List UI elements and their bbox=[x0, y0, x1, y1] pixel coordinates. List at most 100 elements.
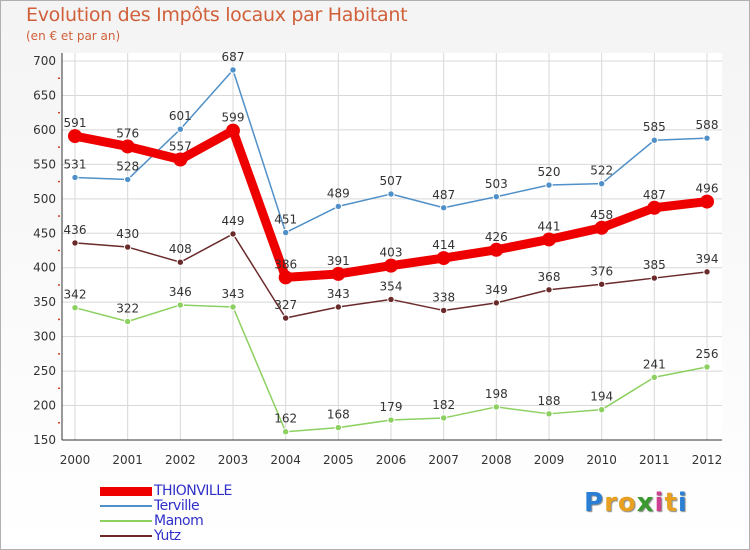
data-point-terville bbox=[597, 179, 606, 188]
legend-swatch bbox=[100, 520, 152, 522]
legend-item-terville: Terville bbox=[100, 498, 300, 514]
data-label-thionville: 599 bbox=[222, 111, 245, 125]
data-label-manom: 162 bbox=[274, 412, 297, 426]
data-label-terville: 531 bbox=[64, 157, 87, 171]
data-point-terville bbox=[439, 204, 448, 212]
y-tick-label: 350 bbox=[33, 295, 56, 309]
data-label-manom: 198 bbox=[485, 387, 508, 401]
data-label-terville: 487 bbox=[432, 188, 455, 202]
data-point-terville bbox=[229, 66, 237, 74]
data-point-yutz bbox=[229, 230, 237, 238]
data-label-terville: 585 bbox=[643, 120, 666, 134]
data-label-yutz: 327 bbox=[274, 298, 297, 312]
x-tick-label: 2008 bbox=[481, 453, 512, 467]
legend-item-thionville: THIONVILLE bbox=[100, 483, 300, 499]
data-label-terville: 687 bbox=[222, 50, 245, 64]
data-point-yutz bbox=[545, 286, 553, 294]
data-label-terville: 588 bbox=[696, 118, 719, 132]
legend-item-manom: Manom bbox=[100, 513, 300, 529]
data-point-manom bbox=[334, 423, 343, 432]
x-tick-label: 2001 bbox=[112, 453, 143, 467]
data-point-manom bbox=[703, 363, 711, 371]
data-point-terville bbox=[387, 190, 395, 198]
x-tick-label: 2000 bbox=[60, 453, 91, 467]
data-label-yutz: 338 bbox=[432, 290, 455, 304]
chart-subtitle: (en € et par an) bbox=[26, 29, 121, 43]
data-label-thionville: 576 bbox=[116, 126, 139, 140]
logo-letter: r bbox=[604, 488, 618, 518]
data-point-terville bbox=[176, 125, 185, 133]
x-tick-label: 2004 bbox=[270, 453, 301, 467]
data-point-yutz bbox=[650, 274, 659, 282]
line-chart: 150 200 250 300 350 400 450 500 550 600 650 700 2000… bbox=[33, 50, 722, 467]
data-point-thionville bbox=[700, 194, 714, 209]
logo-letter: o bbox=[617, 488, 637, 518]
logo-letter: i bbox=[677, 488, 688, 518]
data-point-thionville bbox=[68, 129, 82, 144]
data-point-yutz bbox=[597, 280, 606, 288]
data-label-yutz: 376 bbox=[590, 264, 613, 278]
data-label-terville: 489 bbox=[327, 186, 350, 200]
data-point-terville bbox=[123, 175, 132, 184]
data-label-yutz: 343 bbox=[327, 287, 350, 301]
data-label-manom: 346 bbox=[169, 285, 192, 299]
data-label-manom: 343 bbox=[222, 287, 245, 301]
data-label-thionville: 386 bbox=[274, 257, 297, 271]
data-label-yutz: 354 bbox=[380, 279, 403, 293]
data-label-yutz: 449 bbox=[222, 214, 245, 228]
legend-swatch bbox=[100, 486, 152, 496]
data-point-thionville bbox=[331, 266, 346, 281]
data-point-manom bbox=[123, 317, 132, 326]
y-tick-label: 450 bbox=[33, 226, 56, 240]
y-tick-label: 700 bbox=[33, 54, 56, 68]
plot-area bbox=[62, 53, 722, 440]
data-label-yutz: 385 bbox=[643, 258, 666, 272]
data-point-manom bbox=[281, 428, 290, 436]
data-point-thionville bbox=[120, 139, 135, 154]
data-label-manom: 182 bbox=[432, 398, 455, 412]
chart-title: Evolution des Impôts locaux par Habitant bbox=[26, 4, 408, 26]
data-point-thionville bbox=[436, 251, 451, 266]
data-label-thionville: 487 bbox=[643, 188, 666, 202]
data-point-manom bbox=[176, 301, 185, 309]
y-tick-label: 650 bbox=[33, 88, 56, 102]
data-label-thionville: 414 bbox=[432, 238, 455, 252]
data-point-yutz bbox=[439, 306, 448, 315]
data-point-thionville bbox=[647, 200, 662, 215]
legend-swatch bbox=[100, 535, 152, 537]
data-point-manom bbox=[597, 405, 606, 414]
y-tick-label: 600 bbox=[33, 123, 56, 137]
data-label-manom: 194 bbox=[590, 390, 613, 404]
data-label-yutz: 368 bbox=[538, 270, 561, 284]
x-tick-label: 2011 bbox=[639, 453, 670, 467]
data-point-yutz bbox=[387, 295, 395, 304]
data-label-terville: 503 bbox=[485, 177, 508, 191]
data-label-thionville: 391 bbox=[327, 254, 350, 268]
data-label-yutz: 436 bbox=[64, 223, 87, 237]
x-tick-label: 2006 bbox=[376, 453, 407, 467]
data-point-yutz bbox=[281, 314, 290, 322]
data-point-manom bbox=[229, 303, 237, 311]
data-point-manom bbox=[650, 373, 659, 381]
data-point-yutz bbox=[176, 258, 185, 266]
y-tick-label: 300 bbox=[33, 330, 56, 344]
data-label-manom: 256 bbox=[696, 347, 719, 361]
data-point-manom bbox=[71, 303, 79, 312]
x-tick-label: 2010 bbox=[586, 453, 617, 467]
data-label-thionville: 403 bbox=[380, 246, 403, 260]
data-label-terville: 522 bbox=[590, 164, 613, 178]
data-label-terville: 528 bbox=[116, 160, 139, 174]
data-label-manom: 322 bbox=[116, 301, 139, 315]
data-label-yutz: 394 bbox=[696, 252, 719, 266]
data-point-thionville bbox=[489, 242, 504, 257]
data-label-manom: 188 bbox=[538, 394, 561, 408]
data-point-thionville bbox=[173, 152, 188, 167]
x-tick-label: 2007 bbox=[428, 453, 459, 467]
data-point-thionville bbox=[542, 232, 556, 247]
data-point-manom bbox=[545, 410, 553, 418]
data-point-manom bbox=[387, 416, 395, 424]
data-label-manom: 168 bbox=[327, 408, 350, 422]
data-label-thionville: 458 bbox=[590, 208, 613, 222]
data-point-thionville bbox=[384, 258, 398, 273]
y-tick-label: 200 bbox=[33, 399, 56, 413]
